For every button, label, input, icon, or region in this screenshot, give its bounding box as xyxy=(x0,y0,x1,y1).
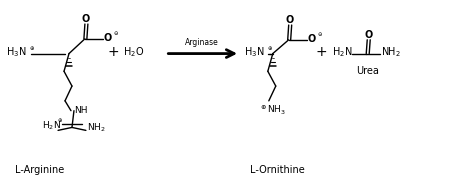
Text: H$_3$N: H$_3$N xyxy=(244,46,264,60)
Text: O: O xyxy=(82,14,90,24)
Text: H$_2$O: H$_2$O xyxy=(123,46,144,60)
Text: Urea: Urea xyxy=(356,66,379,76)
Text: +: + xyxy=(316,45,328,59)
Text: L-Ornithine: L-Ornithine xyxy=(250,165,305,175)
Text: H$_2$N: H$_2$N xyxy=(42,119,61,132)
Text: NH: NH xyxy=(74,106,88,115)
Text: NH$_2$: NH$_2$ xyxy=(87,121,106,134)
Text: O: O xyxy=(104,33,112,43)
Text: H$_2$N: H$_2$N xyxy=(332,46,353,60)
Text: L-Arginine: L-Arginine xyxy=(15,165,64,175)
Text: $^\oplus$NH$_3$: $^\oplus$NH$_3$ xyxy=(259,104,286,117)
Text: +: + xyxy=(108,45,119,59)
Text: NH$_2$: NH$_2$ xyxy=(381,46,401,60)
Text: H$_3$N: H$_3$N xyxy=(6,46,27,60)
Text: O: O xyxy=(285,15,294,25)
Text: $^\oplus$: $^\oplus$ xyxy=(266,45,273,54)
Text: Arginase: Arginase xyxy=(185,38,219,47)
Text: $^\oplus$: $^\oplus$ xyxy=(56,117,63,126)
Text: $^\ominus$: $^\ominus$ xyxy=(112,30,119,39)
Text: $^\ominus$: $^\ominus$ xyxy=(316,31,323,40)
Text: O: O xyxy=(308,34,316,44)
Text: $^\oplus$: $^\oplus$ xyxy=(28,45,36,54)
Text: O: O xyxy=(364,30,373,40)
